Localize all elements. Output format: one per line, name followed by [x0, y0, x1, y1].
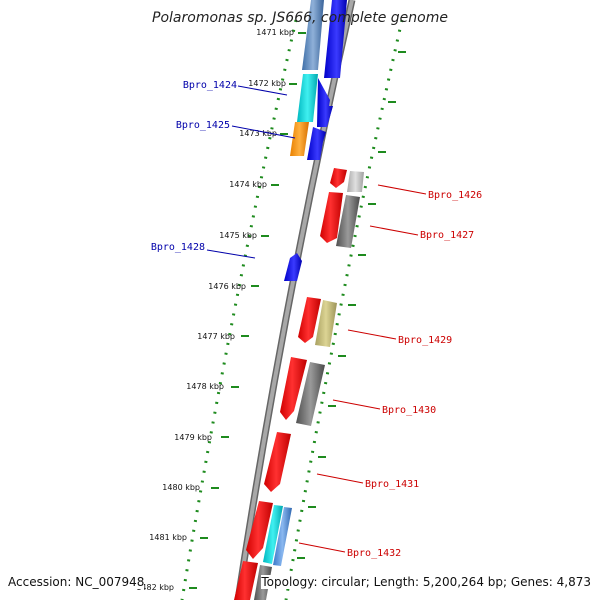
- scale-label-1475: 1475 kbp: [219, 231, 257, 240]
- gene-feature-bpro-1432-sky[interactable]: [273, 507, 292, 566]
- gene-feature-bpro-1432-red[interactable]: [246, 501, 273, 559]
- map-title: Polaromonas sp. JS666, complete genome: [152, 10, 448, 26]
- gene-label-bpro-1429[interactable]: Bpro_1429: [398, 335, 452, 346]
- genome-summary-text: Topology: circular; Length: 5,200,264 bp…: [261, 575, 591, 589]
- scale-label-1473: 1473 kbp: [239, 129, 277, 138]
- gene-feature-bpro-1426-lgray[interactable]: [347, 171, 364, 192]
- gene-feature-bpro-1423-steel[interactable]: [302, 0, 324, 70]
- scale-label-1480: 1480 kbp: [162, 483, 200, 492]
- backbone-shadow: [234, 0, 356, 600]
- gene-feature-bpro-1424-blue[interactable]: [317, 78, 333, 127]
- gene-label-bpro-1426[interactable]: Bpro_1426: [428, 190, 482, 201]
- gene-feature-bpro-1427-red[interactable]: [320, 192, 343, 243]
- gene-label-bpro-1430[interactable]: Bpro_1430: [382, 405, 436, 416]
- scale-label-1481: 1481 kbp: [149, 533, 187, 542]
- reverse-strand-features: [234, 168, 364, 600]
- scale-ticks: [189, 32, 406, 589]
- gene-feature-bpro-1428-blue[interactable]: [284, 253, 302, 281]
- gene-feature-bpro-1426-red[interactable]: [330, 168, 347, 188]
- reverse-label-leaders: [298, 184, 427, 553]
- accession-text: Accession: NC_007948: [8, 575, 145, 589]
- gene-label-bpro-1425[interactable]: Bpro_1425: [176, 120, 230, 131]
- gene-feature-bpro-1430-red[interactable]: [280, 357, 307, 420]
- scale-label-1471: 1471 kbp: [256, 28, 294, 37]
- forward-strand-features: [284, 0, 347, 281]
- gene-label-bpro-1427[interactable]: Bpro_1427: [420, 230, 474, 241]
- scale-label-1472: 1472 kbp: [248, 79, 286, 88]
- gene-feature-bpro-1425-orange[interactable]: [290, 122, 309, 156]
- gene-label-bpro-1428[interactable]: Bpro_1428: [151, 242, 205, 253]
- gene-feature-bpro-1424-cyan[interactable]: [297, 74, 318, 122]
- scale-label-1476: 1476 kbp: [208, 282, 246, 291]
- gene-feature-bpro-1433-red[interactable]: [234, 561, 258, 600]
- gene-feature-bpro-1432-cyan[interactable]: [263, 505, 283, 564]
- gene-feature-bpro-1431-red[interactable]: [264, 432, 291, 492]
- scale-label-1478: 1478 kbp: [186, 382, 224, 391]
- gene-feature-bpro-1430-gray[interactable]: [296, 362, 325, 426]
- forward-label-leaders: [206, 85, 296, 259]
- gene-feature-bpro-1429-red[interactable]: [298, 297, 321, 343]
- gene-feature-bpro-1425-blue[interactable]: [307, 127, 326, 160]
- gene-label-bpro-1432[interactable]: Bpro_1432: [347, 548, 401, 559]
- scale-label-1479: 1479 kbp: [174, 433, 212, 442]
- gene-feature-bpro-1423-blue[interactable]: [324, 0, 347, 78]
- gene-feature-bpro-1427-gray[interactable]: [336, 195, 360, 248]
- gene-label-bpro-1424[interactable]: Bpro_1424: [183, 80, 237, 91]
- backbone: [236, 0, 354, 600]
- scale-label-1477: 1477 kbp: [197, 332, 235, 341]
- gene-label-bpro-1431[interactable]: Bpro_1431: [365, 479, 419, 490]
- scale-label-1474: 1474 kbp: [229, 180, 267, 189]
- scale-label-1482: 1482 kbp: [136, 583, 174, 592]
- gene-feature-bpro-1429-khaki[interactable]: [315, 300, 337, 347]
